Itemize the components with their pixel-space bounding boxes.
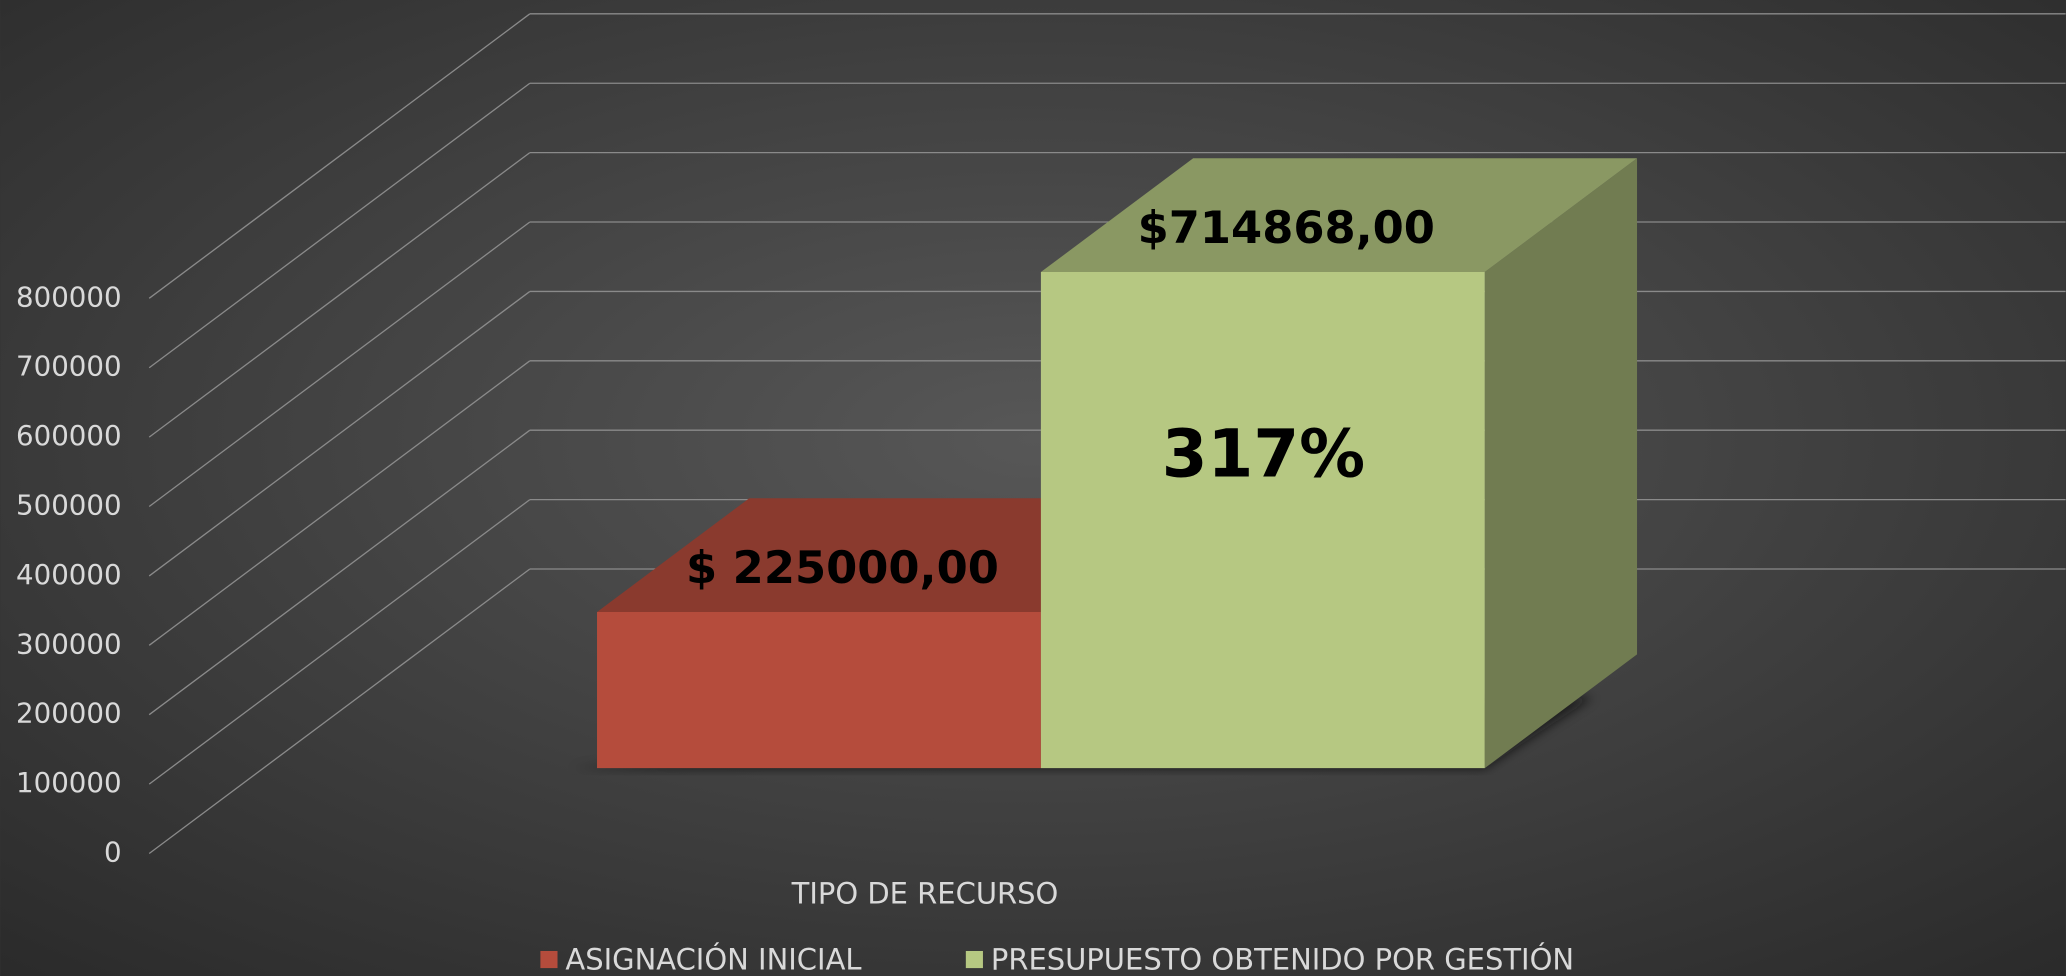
bar-top bbox=[1040, 158, 1638, 273]
y-tick-label: 200000 bbox=[16, 697, 122, 730]
grid-line bbox=[148, 499, 531, 785]
grid-line bbox=[148, 568, 531, 855]
x-axis-label: TIPO DE RECURSO bbox=[791, 877, 1059, 911]
grid-line bbox=[148, 221, 531, 508]
legend-label: PRESUPUESTO OBTENIDO POR GESTIÓN bbox=[991, 943, 1574, 976]
grid-line bbox=[148, 152, 531, 438]
y-tick-label: 100000 bbox=[16, 766, 122, 799]
value-label: $714868,00 bbox=[1138, 201, 1435, 254]
legend-swatch bbox=[540, 950, 558, 969]
legend-swatch bbox=[965, 950, 983, 969]
annotation: 317% bbox=[1162, 415, 1365, 492]
y-tick-label: 800000 bbox=[16, 280, 122, 313]
value-label: $ 225000,00 bbox=[686, 541, 999, 594]
y-tick-label: 500000 bbox=[16, 489, 122, 522]
y-tick-label: 300000 bbox=[16, 627, 122, 660]
y-tick-label: 600000 bbox=[16, 419, 122, 452]
grid-line bbox=[148, 429, 531, 716]
grid-line bbox=[148, 290, 531, 577]
bar-side bbox=[1484, 158, 1638, 769]
legend-label: ASIGNACIÓN INICIAL bbox=[565, 943, 861, 976]
bar-front bbox=[1040, 272, 1485, 769]
y-tick-label: 0 bbox=[104, 836, 122, 869]
grid-line bbox=[148, 13, 531, 299]
y-tick-label: 700000 bbox=[16, 350, 122, 383]
y-tick-label: 400000 bbox=[16, 558, 122, 591]
bar-front bbox=[597, 612, 1041, 769]
grid-line bbox=[148, 82, 531, 369]
grid-line bbox=[148, 360, 531, 646]
